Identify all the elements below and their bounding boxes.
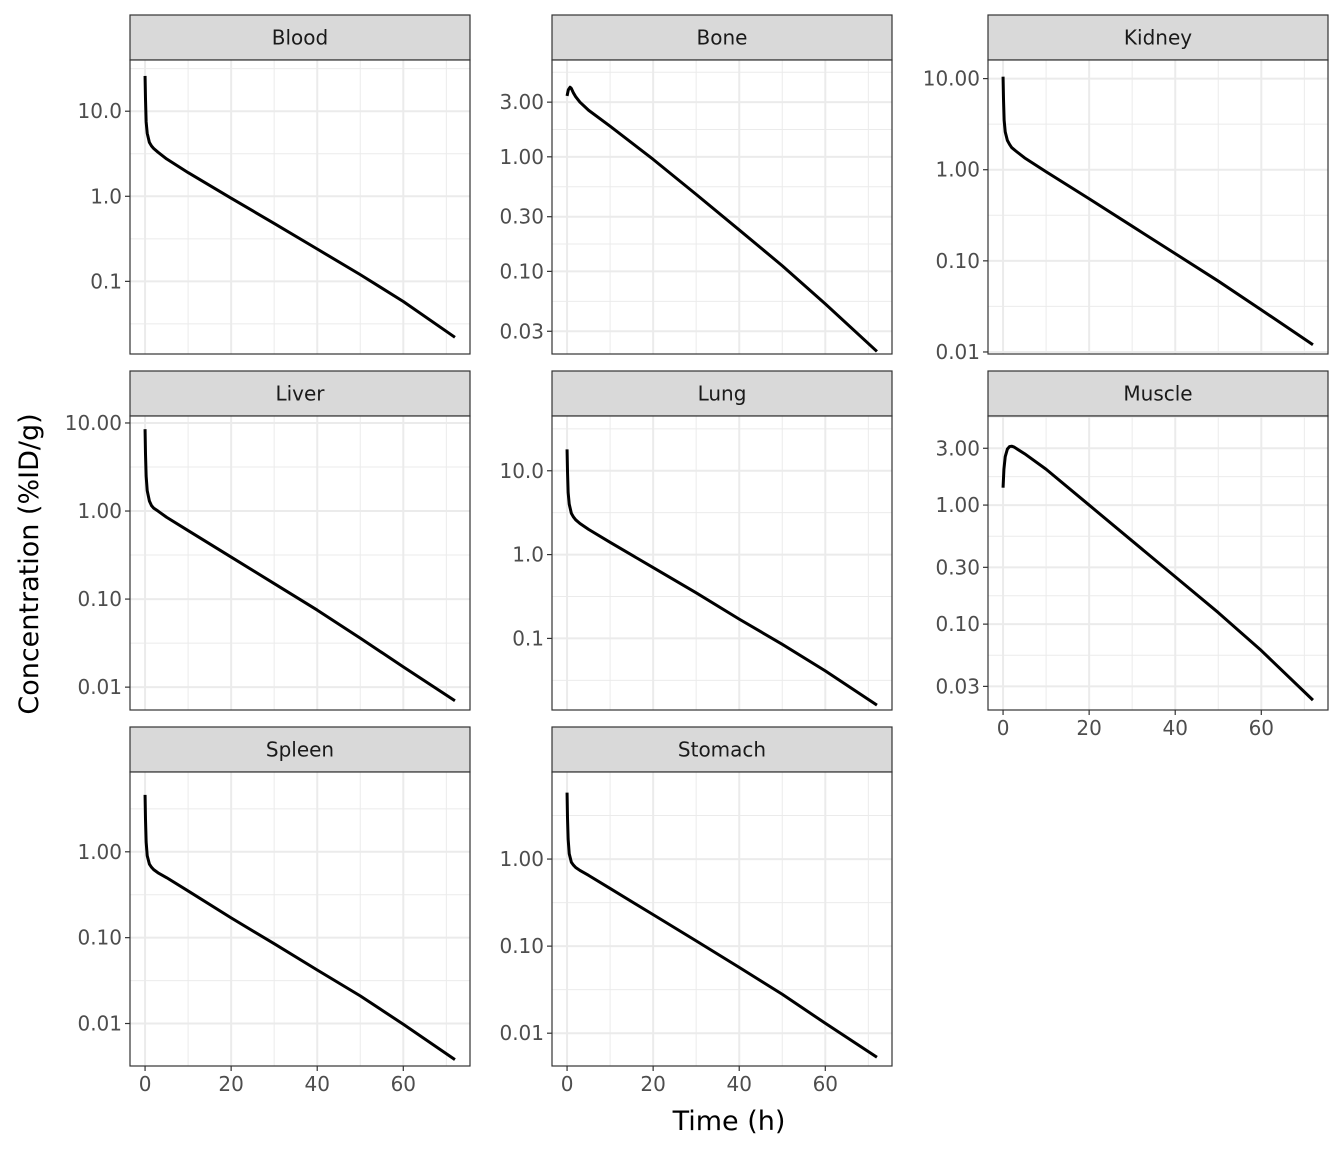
strip-label-bone: Bone	[697, 26, 748, 50]
strip-stomach	[551, 726, 893, 773]
panel-background-blood	[130, 60, 470, 354]
strip-label-kidney: Kidney	[1124, 26, 1192, 50]
strip-kidney	[987, 14, 1329, 61]
x-tick-label-spleen: 60	[391, 1072, 416, 1096]
y-tick-label-spleen: 0.01	[77, 1012, 122, 1036]
strip-muscle	[987, 370, 1329, 417]
strip-label-lung: Lung	[698, 382, 747, 406]
panel-stomach: Stomach 1.00 0.10 0.01 0 20 40 60	[499, 726, 893, 1096]
panel-border-liver	[129, 415, 471, 711]
strip-spleen	[129, 726, 471, 773]
panel-lung: Lung 10.0 1.0 0.1	[499, 370, 893, 711]
panel-kidney: Kidney 10.00 1.00 0.10 0.01	[923, 14, 1329, 364]
series-line-liver	[143, 429, 456, 703]
series-line-lung	[565, 449, 878, 707]
strip-label-blood: Blood	[272, 26, 328, 50]
y-tick-label-bone: 3.00	[499, 90, 544, 114]
strip-label-muscle: Muscle	[1123, 382, 1192, 406]
x-tick-label-stomach: 40	[726, 1072, 751, 1096]
y-tick-label-blood: 10.0	[77, 99, 122, 123]
y-tick-label-blood: 1.0	[90, 184, 122, 208]
x-tick-label-muscle: 40	[1162, 716, 1187, 740]
y-tick-label-bone: 0.03	[499, 319, 544, 343]
y-tick-label-stomach: 1.00	[499, 847, 544, 871]
y-tick-label-liver: 1.00	[77, 499, 122, 523]
y-tick-label-bone: 0.30	[499, 205, 544, 229]
grid-bone	[552, 60, 892, 354]
panel-muscle: Muscle 3.00 1.00 0.30 0.10 0.03 0 20 40 60	[935, 370, 1329, 740]
series-line-stomach	[565, 792, 878, 1059]
y-tick-label-spleen: 1.00	[77, 840, 122, 864]
x-tick-label-muscle: 0	[997, 716, 1010, 740]
strip-blood	[129, 14, 471, 61]
grid-kidney	[988, 60, 1328, 354]
y-tick-label-kidney: 10.00	[923, 67, 980, 91]
panel-background-spleen	[130, 772, 470, 1066]
panel-background-stomach	[552, 772, 892, 1066]
x-tick-label-stomach: 60	[813, 1072, 838, 1096]
panel-background-kidney	[988, 60, 1328, 354]
panel-background-bone	[552, 60, 892, 354]
panel-liver: Liver 10.00 1.00 0.10 0.01	[65, 370, 471, 711]
panel-border-kidney	[987, 59, 1329, 355]
y-tick-label-lung: 0.1	[512, 626, 544, 650]
y-tick-label-kidney: 0.10	[935, 249, 980, 273]
panel-border-stomach	[551, 771, 893, 1067]
y-tick-label-muscle: 3.00	[935, 436, 980, 460]
series-line-muscle	[1001, 444, 1314, 702]
y-tick-label-lung: 10.0	[499, 459, 544, 483]
strip-label-liver: Liver	[275, 382, 325, 406]
y-tick-label-stomach: 0.01	[499, 1021, 544, 1045]
x-tick-label-muscle: 20	[1076, 716, 1101, 740]
facet-panels: Blood10.01.00.1Bone3.001.000.300.100.03K…	[65, 14, 1329, 1096]
x-tick-label-stomach: 20	[640, 1072, 665, 1096]
x-tick-label-spleen: 40	[304, 1072, 329, 1096]
x-tick-label-muscle: 60	[1249, 716, 1274, 740]
y-axis-title: Concentration (%ID/g)	[14, 413, 45, 714]
y-tick-label-muscle: 0.10	[935, 612, 980, 636]
panel-background-lung	[552, 416, 892, 710]
grid-muscle	[988, 416, 1328, 710]
series-line-blood	[143, 75, 456, 339]
y-tick-label-lung: 1.0	[512, 543, 544, 567]
panel-bone: Bone 3.00 1.00 0.30 0.10 0.03	[499, 14, 893, 355]
x-tick-label-stomach: 0	[561, 1072, 574, 1096]
y-tick-label-muscle: 1.00	[935, 493, 980, 517]
series-line-kidney	[1001, 76, 1314, 346]
panel-border-blood	[129, 59, 471, 355]
strip-lung	[551, 370, 893, 417]
x-tick-label-spleen: 0	[139, 1072, 152, 1096]
panel-border-lung	[551, 415, 893, 711]
panel-border-muscle	[987, 415, 1329, 711]
panel-blood: Blood 10.0 1.0 0.1	[77, 14, 471, 355]
y-tick-label-stomach: 0.10	[499, 934, 544, 958]
y-tick-label-kidney: 1.00	[935, 158, 980, 182]
panel-border-spleen	[129, 771, 471, 1067]
y-tick-label-muscle: 0.03	[935, 674, 980, 698]
strip-label-spleen: Spleen	[266, 738, 334, 762]
panel-border-bone	[551, 59, 893, 355]
series-line-spleen	[143, 794, 456, 1061]
y-tick-label-kidney: 0.01	[935, 340, 980, 364]
y-tick-label-bone: 1.00	[499, 145, 544, 169]
grid-lung	[552, 416, 892, 710]
panel-spleen: Spleen 1.00 0.10 0.01 0 20 40 60	[77, 726, 471, 1096]
strip-label-stomach: Stomach	[678, 738, 766, 762]
y-tick-label-blood: 0.1	[90, 269, 122, 293]
grid-spleen	[130, 772, 470, 1066]
y-tick-label-muscle: 0.30	[935, 555, 980, 579]
panel-background-liver	[130, 416, 470, 710]
y-tick-label-liver: 0.10	[77, 587, 122, 611]
y-tick-label-liver: 0.01	[77, 675, 122, 699]
y-tick-label-bone: 0.10	[499, 259, 544, 283]
y-tick-label-liver: 10.00	[65, 411, 122, 435]
x-axis-title: Time (h)	[672, 1106, 786, 1137]
y-tick-label-spleen: 0.10	[77, 926, 122, 950]
series-line-bone	[565, 85, 878, 353]
x-tick-label-spleen: 20	[218, 1072, 243, 1096]
